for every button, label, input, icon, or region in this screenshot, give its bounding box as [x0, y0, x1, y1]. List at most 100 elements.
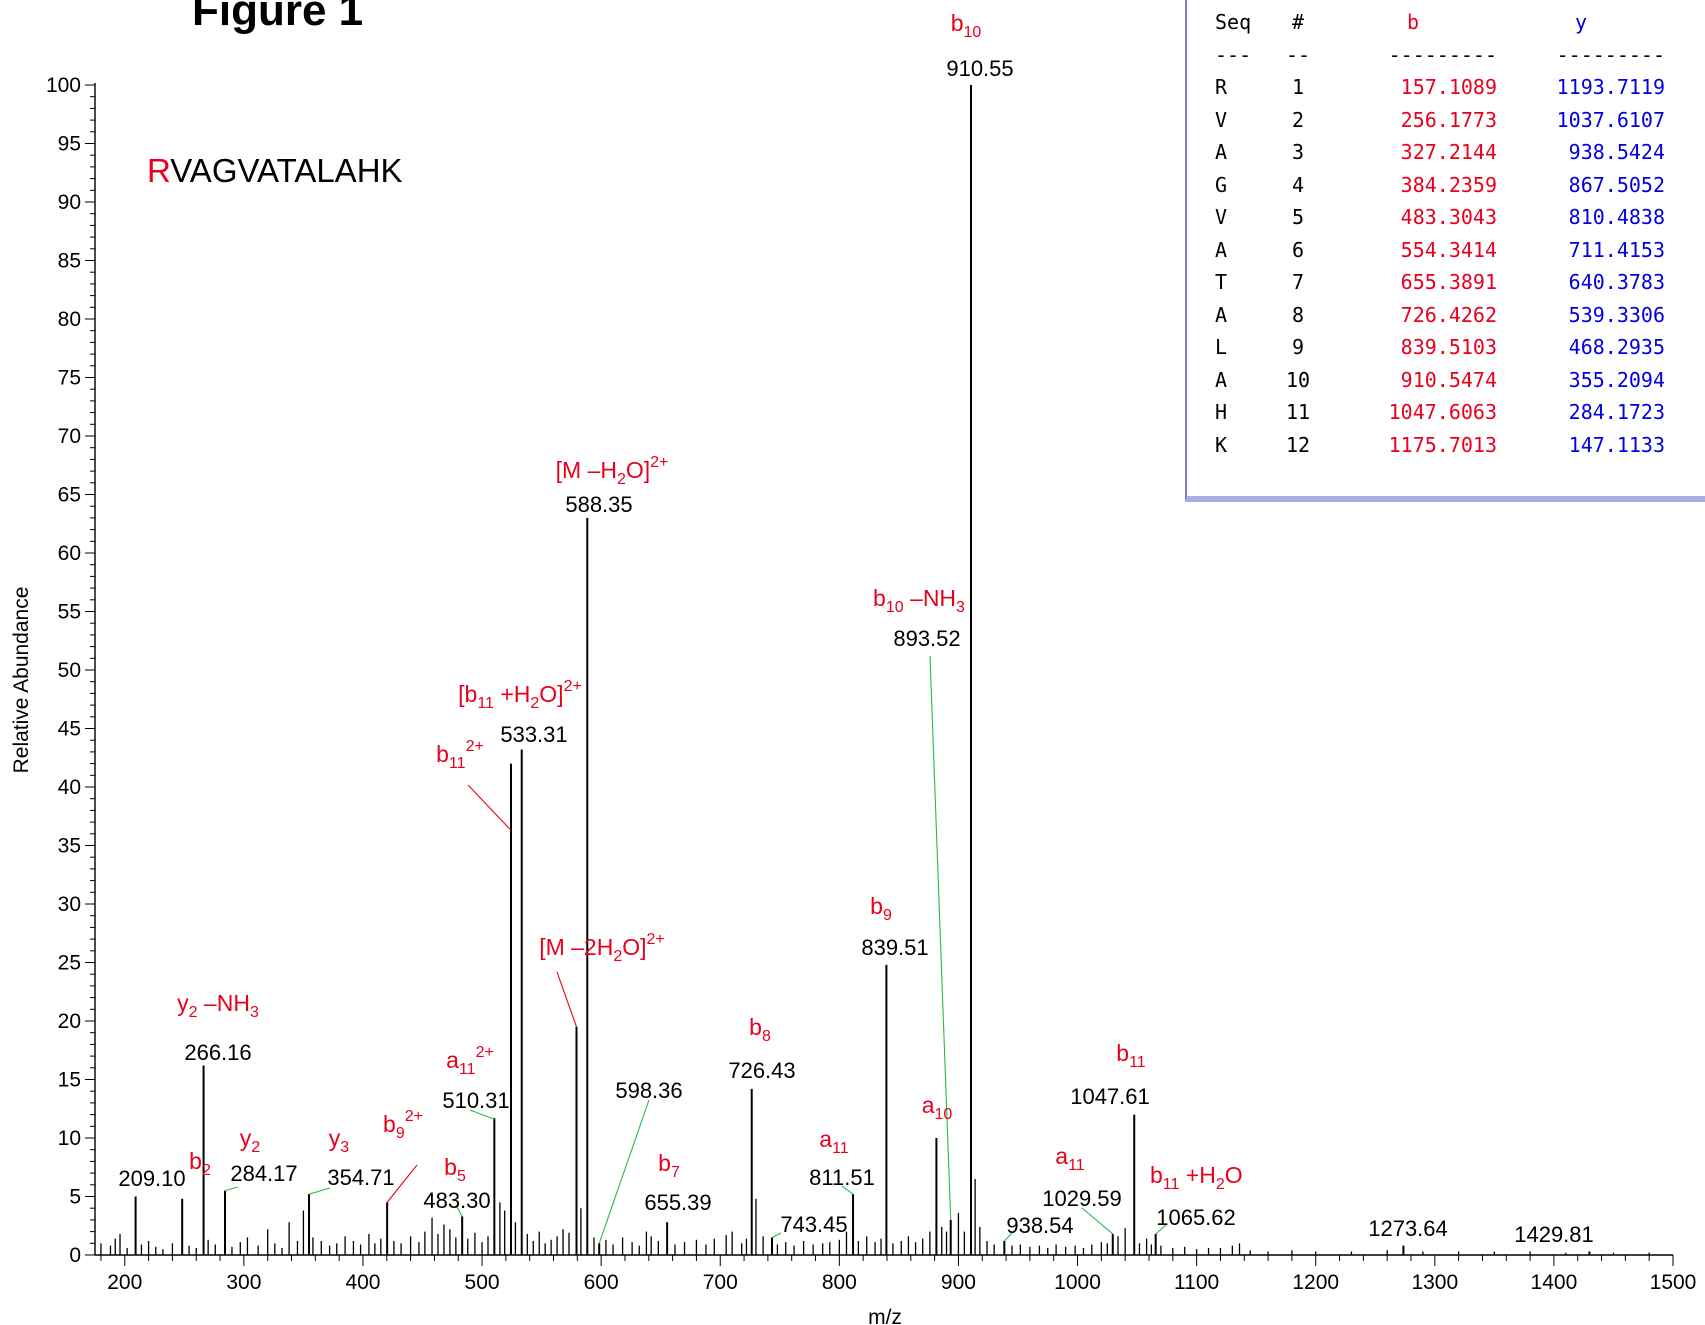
- y-tick-label: 25: [58, 952, 81, 975]
- table-cell-seq: V: [1215, 107, 1228, 132]
- table-row: A 3 327.2144 938.54241: [1215, 136, 1705, 169]
- table-cell-x: [1665, 299, 1705, 332]
- table-cell-y: 810.4838: [1568, 205, 1665, 230]
- peak-mz-label: 910.55: [946, 56, 1013, 81]
- table-row: L 9 839.5103 468.2935: [1215, 331, 1705, 364]
- table-cell-num: 5: [1291, 205, 1305, 230]
- x-tick-label: 200: [107, 1271, 142, 1294]
- table-row: H 11 1047.6063 284.1723: [1215, 396, 1705, 429]
- peak-mz-label: 811.51: [809, 1165, 875, 1190]
- x-tick-label: 1100: [1174, 1271, 1219, 1294]
- table-cell-y: 640.3783: [1568, 270, 1665, 295]
- leader-line: [556, 971, 578, 1028]
- table-cell-b: 554.3414: [1400, 237, 1497, 262]
- ion-annotation: [M –2H2​O]2+​: [539, 931, 665, 965]
- table-cell-seq: A: [1215, 302, 1228, 327]
- peak-mz-label: 354.71: [327, 1165, 394, 1190]
- leader-line: [467, 784, 512, 831]
- ion-annotation: b9​: [870, 893, 892, 924]
- table-row: V 2 256.1773 1037.61071: [1215, 104, 1705, 137]
- fragment-ion-table: Seq # b y ( --- -- --------- --------- -…: [1185, 0, 1705, 502]
- header-y: y: [1574, 10, 1588, 35]
- y-tick-label: 0: [69, 1244, 81, 1267]
- table-cell-x: 1: [1665, 71, 1705, 104]
- table-cell-seq: L: [1215, 335, 1228, 360]
- annotation-leader-lines: [224, 655, 1167, 1244]
- table-cell-num: 1: [1291, 75, 1305, 100]
- y-tick-label: 55: [58, 601, 81, 624]
- table-cell-y: 539.3306: [1568, 302, 1665, 327]
- y-tick-label: 20: [58, 1010, 81, 1033]
- table-cell-x: [1665, 266, 1705, 299]
- ion-annotation: b11​2+​: [436, 738, 484, 772]
- ion-annotation: b7​: [658, 1150, 680, 1181]
- table-cell-num: 6: [1291, 237, 1305, 262]
- table-row: K 12 1175.7013 147.1133: [1215, 429, 1705, 462]
- peak-mz-label: 655.39: [644, 1190, 711, 1215]
- table-row: T 7 655.3891 640.3783: [1215, 266, 1705, 299]
- y-axis-label: Relative Abundance: [10, 587, 33, 774]
- table-cell-seq: R: [1215, 75, 1228, 100]
- leader-line: [224, 1186, 239, 1192]
- table-row: G 4 384.2359 867.5052: [1215, 169, 1705, 202]
- leader-line: [771, 1232, 782, 1238]
- y-tick-label: 70: [58, 425, 81, 448]
- table-cell-y: 938.5424: [1568, 140, 1665, 165]
- peak-mz-label: 588.35: [565, 492, 632, 517]
- table-cell-b: 384.2359: [1400, 172, 1497, 197]
- table-cell-num: 9: [1291, 335, 1305, 360]
- peak-mz-label: 284.17: [230, 1161, 297, 1186]
- table-cell-num: 10: [1285, 367, 1311, 392]
- table-cell-b: 655.3891: [1400, 270, 1497, 295]
- peak-mz-label: 510.31: [442, 1088, 509, 1113]
- y-tick-label: 80: [58, 308, 81, 331]
- table-cell-num: 4: [1291, 172, 1305, 197]
- dash-num: --: [1285, 42, 1311, 67]
- y-tick-label: 40: [58, 776, 81, 799]
- leader-line: [469, 1109, 495, 1120]
- peak-mz-label: 743.45: [780, 1212, 847, 1237]
- table-cell-b: 726.4262: [1400, 302, 1497, 327]
- peak-mz-label: 533.31: [500, 722, 567, 747]
- x-tick-label: 600: [584, 1271, 619, 1294]
- dash-y: ---------: [1556, 42, 1665, 67]
- table-cell-seq: A: [1215, 140, 1228, 165]
- peak-mz-label: 938.54: [1006, 1213, 1073, 1238]
- ion-annotation: b9​2+​: [383, 1108, 423, 1142]
- ion-annotation: b2​: [189, 1148, 211, 1179]
- ion-annotation: b8​: [749, 1014, 771, 1045]
- table-cell-x: [1665, 234, 1705, 267]
- y-tick-label: 30: [58, 893, 81, 916]
- header-b: b: [1406, 10, 1420, 35]
- table-cell-b: 1175.7013: [1388, 432, 1497, 457]
- peak-mz-label: 598.36: [615, 1078, 682, 1103]
- ion-annotation: b11​: [1116, 1040, 1146, 1071]
- y-tick-label: 100: [46, 74, 81, 97]
- ion-annotation: a10​: [922, 1092, 953, 1123]
- table-cell-b: 910.5474: [1400, 367, 1497, 392]
- ion-annotation: y3​: [329, 1125, 350, 1156]
- table-cell-x: [1665, 201, 1705, 234]
- table-cell-y: 147.1133: [1568, 432, 1665, 457]
- leader-line: [386, 1164, 418, 1203]
- x-tick-label: 700: [703, 1271, 738, 1294]
- minor-peaks: [100, 1178, 1650, 1255]
- y-tick-label: 65: [58, 484, 81, 507]
- peak-mz-label: 209.10: [118, 1166, 185, 1191]
- table-cell-num: 7: [1291, 270, 1305, 295]
- y-tick-label: 5: [69, 1186, 81, 1209]
- y-tick-label: 60: [58, 542, 81, 565]
- ion-annotation: y2​ –NH3​: [177, 990, 259, 1021]
- table-cell-b: 327.2144: [1400, 140, 1497, 165]
- dash-seq: ---: [1215, 42, 1252, 67]
- table-cell-seq: K: [1215, 432, 1228, 457]
- y-tick-label: 95: [58, 133, 81, 156]
- table-row: V 5 483.3043 810.4838: [1215, 201, 1705, 234]
- leader-line: [841, 1185, 854, 1195]
- ion-annotation: b10​ –NH3​: [873, 585, 965, 616]
- y-tick-label: 50: [58, 659, 81, 682]
- mz-labels: 209.10 266.16 284.17 354.71 483.30 510.31 533.…: [118, 56, 1593, 1247]
- x-axis-label: m/z: [868, 1306, 902, 1325]
- peak-mz-label: 1065.62: [1156, 1205, 1236, 1230]
